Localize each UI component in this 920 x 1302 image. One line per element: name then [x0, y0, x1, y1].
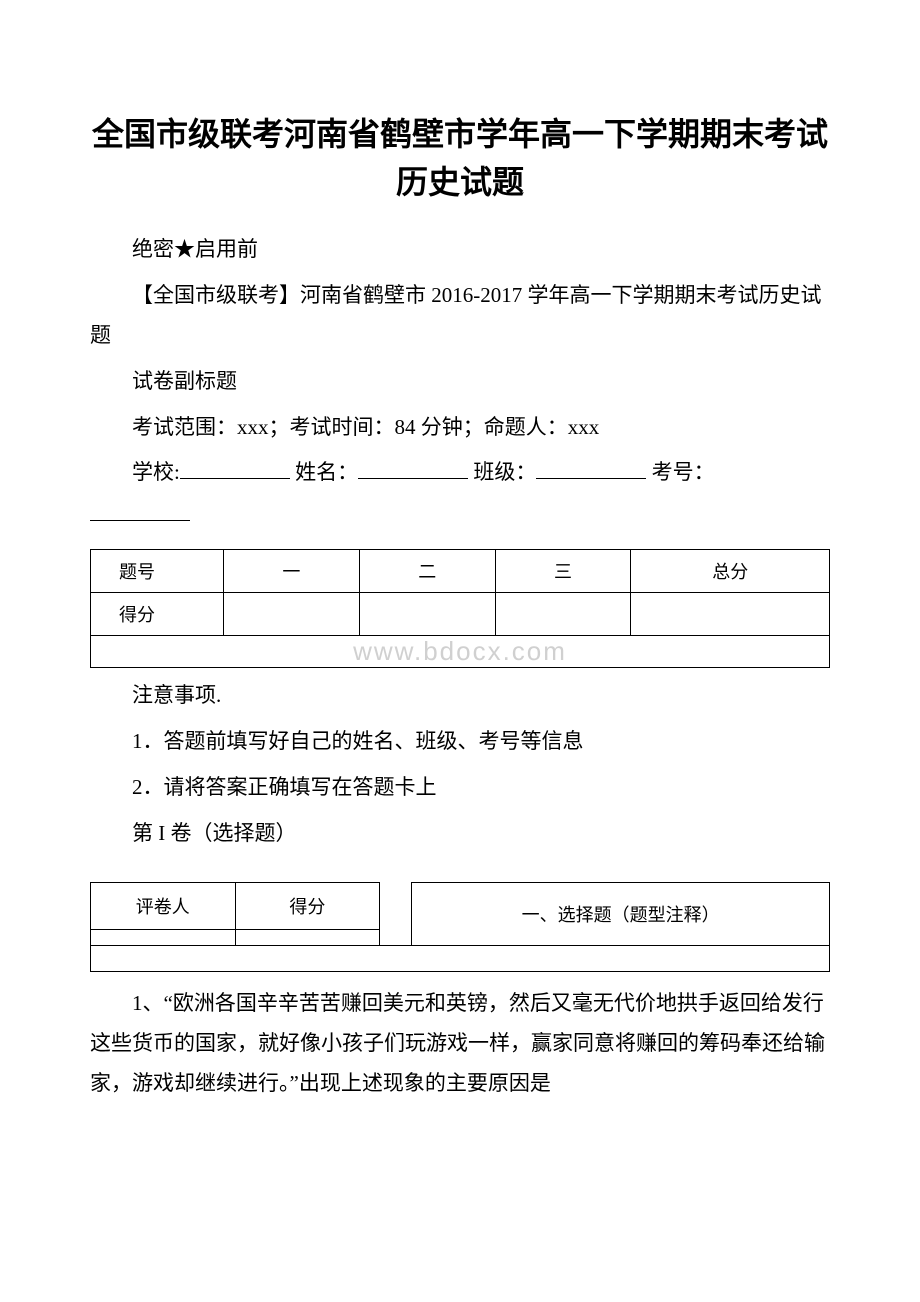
cell-col-1: 一 [224, 550, 360, 593]
cell-empty [495, 593, 631, 636]
label-school: 学校: [132, 460, 180, 484]
notice-item-2: 2．请将答案正确填写在答题卡上 [90, 768, 830, 808]
part-1-heading: 第 I 卷（选择题） [90, 814, 830, 854]
label-name: 姓名： [295, 460, 358, 484]
table-row [91, 945, 830, 971]
student-info-line: 学校: 姓名： 班级： 考号： [90, 453, 830, 493]
confidential-line: 绝密★启用前 [90, 230, 830, 270]
blank-school [180, 456, 290, 479]
blank-class [536, 456, 646, 479]
cell-empty [631, 593, 830, 636]
notice-item-1: 1．答题前填写好自己的姓名、班级、考号等信息 [90, 722, 830, 762]
label-class: 班级： [473, 460, 536, 484]
subtitle: 试卷副标题 [90, 362, 830, 402]
score-table: 题号 一 二 三 总分 得分 www.bdocx.com [90, 549, 830, 668]
cell-qnum-label: 题号 [91, 550, 224, 593]
cell-empty [224, 593, 360, 636]
cell-empty [91, 929, 236, 945]
cell-col-2: 二 [359, 550, 495, 593]
watermark-cell: www.bdocx.com [91, 636, 830, 668]
exam-meta: 考试范围：xxx；考试时间：84 分钟；命题人：xxx [90, 408, 830, 448]
blank-name [358, 456, 468, 479]
table-row: 题号 一 二 三 总分 [91, 550, 830, 593]
section-table: 评卷人 得分 一、选择题（题型注释） [90, 882, 830, 972]
cell-col-3: 三 [495, 550, 631, 593]
table-row: www.bdocx.com [91, 636, 830, 668]
cell-col-total: 总分 [631, 550, 830, 593]
cell-section-title: 一、选择题（题型注释） [412, 882, 830, 945]
question-1: 1、“欧洲各国辛辛苦苦赚回美元和英镑，然后又毫无代价地拱手返回给发行这些货币的国… [90, 984, 830, 1104]
table-row: 得分 [91, 593, 830, 636]
blank-continuation [90, 495, 830, 535]
cell-gap [380, 882, 412, 945]
cell-score-label: 得分 [235, 882, 380, 929]
blank-id [90, 498, 190, 521]
cell-empty-row [91, 945, 830, 971]
cell-empty [235, 929, 380, 945]
exam-full-name: 【全国市级联考】河南省鹤壁市 2016-2017 学年高一下学期期末考试历史试题 [90, 276, 830, 356]
cell-score-label: 得分 [91, 593, 224, 636]
cell-reviewer-label: 评卷人 [91, 882, 236, 929]
notice-heading: 注意事项. [90, 676, 830, 716]
doc-title: 全国市级联考河南省鹤壁市学年高一下学期期末考试历史试题 [90, 110, 830, 206]
label-id: 考号： [652, 460, 715, 484]
table-row: 评卷人 得分 一、选择题（题型注释） [91, 882, 830, 929]
cell-empty [359, 593, 495, 636]
